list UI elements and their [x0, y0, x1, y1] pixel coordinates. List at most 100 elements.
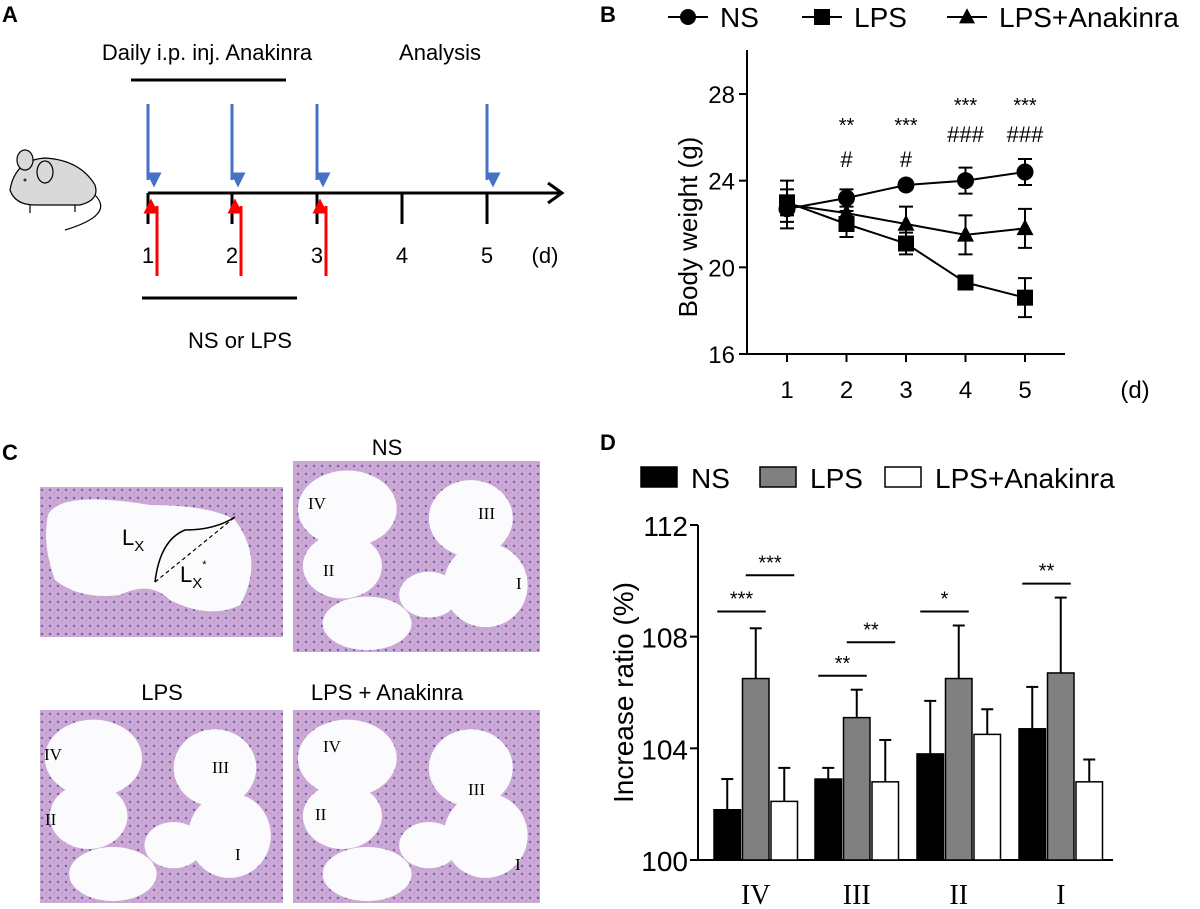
day-label: 1	[142, 243, 154, 268]
y-tick-label: 112	[643, 511, 688, 542]
title-lps: LPS	[141, 680, 183, 705]
x-tick-label: 1	[780, 377, 793, 404]
title-lps-anakinra: LPS + Anakinra	[311, 680, 464, 705]
turn-label-iv: IV	[44, 745, 63, 764]
bar-ns	[1018, 728, 1047, 861]
scala-lumen	[297, 719, 397, 797]
day-label: 5	[481, 243, 493, 268]
data-point	[957, 274, 974, 291]
data-point	[1017, 289, 1033, 306]
y-tick-label: 100	[641, 846, 688, 877]
turn-label-i: I	[516, 574, 522, 593]
x-tick-label: 3	[899, 377, 912, 404]
legend-marker-icon	[814, 9, 830, 25]
significance-label: **	[835, 653, 851, 675]
turn-label-i: I	[235, 845, 241, 864]
turn-label-i: I	[515, 855, 521, 874]
y-tick-label: 108	[641, 623, 688, 654]
category-label: I	[1056, 880, 1065, 909]
y-tick-label: 20	[708, 255, 735, 282]
legend-label: LPS	[810, 463, 863, 494]
legend-label: NS	[691, 463, 730, 494]
panel-label-d: D	[600, 430, 616, 455]
significance-hash: ###	[947, 122, 984, 147]
significance-stars: ***	[894, 115, 918, 137]
x-tick-label: 2	[840, 377, 853, 404]
legend-item: LPS+Anakinra	[884, 463, 1115, 494]
x-tick-label: 4	[959, 377, 972, 404]
bar-lps-anakinra	[770, 800, 799, 861]
timeline-arrowhead-icon	[547, 181, 565, 205]
legend-swatch	[759, 466, 797, 488]
legend-item: LPS	[802, 2, 907, 33]
series-ns	[778, 158, 1034, 223]
significance-hash: #	[840, 147, 853, 172]
category-label: IV	[741, 880, 771, 909]
legend-label: LPS	[854, 2, 907, 33]
y-axis-label: Body weight (g)	[673, 137, 703, 318]
scala-lumen	[428, 729, 513, 807]
bar-lps-anakinra	[1075, 781, 1104, 861]
scala-lumen	[443, 792, 528, 878]
data-point	[778, 195, 796, 212]
day-label: 2	[226, 243, 238, 268]
panel-label-a: A	[2, 2, 18, 27]
day-unit-label: (d)	[532, 243, 559, 268]
scala-lumen	[297, 470, 397, 547]
lx-star-label: LX*	[180, 559, 207, 592]
significance-label: **	[1039, 561, 1055, 583]
series-lps-anakinra	[778, 179, 1034, 256]
panel-label-b: B	[600, 2, 616, 27]
significance-label: *	[941, 589, 949, 611]
scala-lumen	[322, 847, 412, 902]
category-label: II	[949, 880, 968, 909]
scala-lumen	[44, 719, 143, 797]
legend-label: NS	[720, 2, 759, 33]
turn-label-ii: II	[323, 561, 335, 580]
turn-label-iii: III	[212, 758, 229, 777]
y-tick-label: 24	[708, 169, 735, 196]
bar-lps	[1046, 672, 1075, 861]
histology-measurement-image: LX LX*	[40, 487, 283, 637]
bar-lps-anakinra	[871, 781, 900, 861]
turn-label-ii: II	[45, 810, 57, 829]
legend-item: LPS	[759, 463, 863, 494]
data-point	[957, 225, 974, 242]
turn-label-iii: III	[478, 504, 495, 523]
body-weight-chart: 16 20 24 28 1 2 3 4 5 (d) Body weight (g) ** # *** # **…	[668, 2, 1179, 404]
legend-item: NS	[668, 2, 759, 33]
scala-lumen	[144, 821, 203, 869]
day-label: 4	[396, 243, 408, 268]
bar-lps-anakinra	[973, 733, 1002, 861]
significance-label: ***	[758, 552, 782, 574]
significance-label: ***	[730, 589, 754, 611]
scala-lumen	[173, 729, 257, 807]
mouse-icon	[9, 149, 102, 231]
scala-lumen	[428, 480, 513, 557]
bar-lps	[842, 716, 871, 861]
scala-lumen	[49, 783, 128, 849]
data-point	[897, 176, 915, 194]
scala-lumen	[188, 792, 271, 878]
legend-label: LPS+Anakinra	[999, 2, 1179, 33]
turn-label-ii: II	[315, 805, 327, 824]
significance-label: **	[863, 619, 879, 641]
data-point	[898, 235, 914, 252]
scala-lumen	[302, 783, 382, 849]
x-tick-label: 5	[1018, 377, 1031, 404]
panel-c-histology: NS LPS LPS + Anakinra LX LX* IVIIIIIIIVI…	[40, 435, 540, 903]
legend-item: LPS+Anakinra	[947, 2, 1179, 33]
y-tick-label: 28	[708, 82, 735, 109]
scala-lumen	[443, 543, 528, 628]
data-point	[1016, 163, 1034, 181]
turn-label-iv: IV	[323, 737, 342, 756]
y-tick-label: 104	[641, 734, 688, 765]
bar-ns	[814, 778, 843, 861]
lx-label: LX	[122, 525, 144, 555]
